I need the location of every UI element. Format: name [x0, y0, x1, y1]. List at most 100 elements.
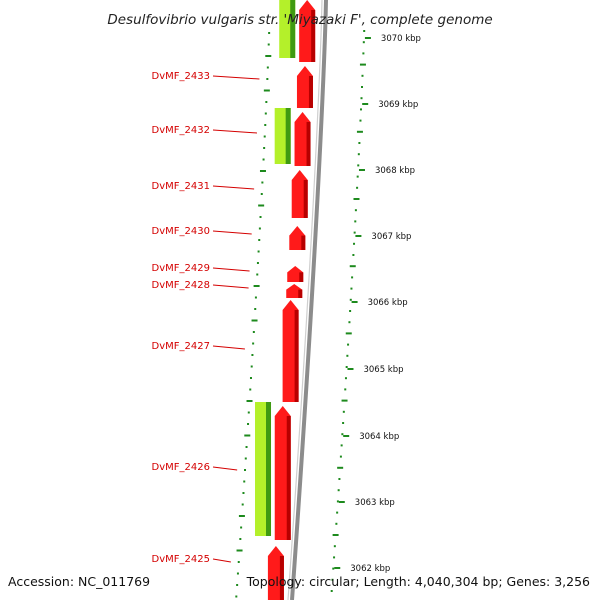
outer-tick — [362, 41, 365, 44]
inner-tick — [259, 170, 266, 172]
outer-tick — [350, 287, 353, 290]
gene-label: DvMF_2426 — [152, 462, 210, 473]
outer-tick — [361, 86, 364, 88]
cds-arrow-shade — [301, 235, 306, 250]
inner-tick — [246, 400, 253, 402]
inner-tick — [236, 584, 239, 586]
inner-tick — [261, 181, 264, 184]
outer-tick — [353, 198, 360, 200]
outer-tick — [354, 209, 357, 212]
inner-tick — [258, 204, 265, 207]
inner-tick — [266, 78, 269, 80]
outer-tick — [359, 63, 366, 66]
scale-tick — [347, 368, 354, 370]
scale-tick — [334, 567, 341, 569]
inner-tick — [251, 354, 254, 356]
secondary-feature-shade — [285, 108, 291, 164]
inner-tick — [247, 411, 250, 414]
inner-tick — [264, 124, 267, 126]
genome-summary: Topology: circular; Length: 4,040,304 bp… — [246, 574, 590, 589]
scale-label: 3064 kbp — [359, 432, 399, 442]
outer-tick — [333, 556, 336, 559]
cds-arrow-shade — [306, 122, 311, 166]
inner-tick — [265, 55, 272, 57]
scale-label: 3062 kbp — [350, 564, 390, 574]
cds-arrow-shade — [286, 416, 291, 540]
outer-tick — [332, 534, 339, 536]
cds-arrow-shade — [303, 180, 308, 218]
inner-tick — [263, 135, 266, 138]
scale-label: 3068 kbp — [375, 166, 415, 176]
genome-backbone — [287, 0, 328, 600]
gene-label: DvMF_2433 — [152, 71, 210, 82]
scale-tick — [362, 103, 369, 105]
outer-tick — [344, 377, 347, 380]
scale-label: 3067 kbp — [371, 232, 411, 242]
outer-tick — [356, 186, 359, 189]
secondary-feature-shade — [266, 402, 272, 536]
scale-label: 3070 kbp — [381, 34, 421, 44]
outer-tick — [345, 366, 348, 368]
outer-tick — [352, 254, 355, 256]
gene-leader-line — [212, 185, 255, 190]
gene-leader-line — [212, 75, 260, 80]
inner-tick — [267, 43, 270, 46]
inner-tick — [242, 492, 245, 494]
inner-tick — [251, 319, 258, 322]
secondary-feature-shade — [290, 0, 296, 58]
outer-tick — [337, 489, 340, 492]
scale-label-layer: 3070 kbp 3069 kbp 3068 kbp 3067 kbp 3066 kbp… — [334, 34, 421, 574]
accession-label: Accession: NC_011769 — [8, 574, 150, 589]
cds-arrow-shade — [311, 10, 316, 62]
gene-leader-line — [212, 230, 252, 235]
outer-tick — [332, 567, 335, 570]
map-title: Desulfovibrio vulgaris str. 'Miyazaki F'… — [107, 12, 492, 28]
inner-tick — [245, 446, 248, 448]
inner-tick — [258, 239, 261, 241]
inner-tick — [250, 365, 253, 368]
outer-tick — [333, 545, 336, 548]
gene-label: DvMF_2429 — [152, 263, 210, 274]
outer-tick — [341, 433, 344, 436]
scale-label: 3065 kbp — [363, 365, 403, 375]
outer-tick — [330, 590, 333, 592]
inner-tick — [262, 158, 265, 161]
outer-tick — [341, 399, 348, 402]
gene-label-layer: DvMF_2433 DvMF_2432 DvMF_2431 DvMF_2430 DvMF… — [152, 71, 260, 565]
cds-arrow-shade — [299, 272, 304, 282]
inner-tick — [240, 526, 243, 529]
scale-tick — [355, 235, 362, 237]
outer-tick — [357, 164, 360, 167]
outer-tick — [347, 343, 350, 346]
outer-tick — [361, 74, 364, 77]
inner-tick — [268, 32, 271, 34]
outer-tick — [359, 119, 362, 122]
inner-tick — [253, 285, 260, 287]
scale-label: 3063 kbp — [355, 498, 395, 508]
outer-tick — [359, 108, 362, 111]
gene-leader-line — [212, 129, 258, 134]
outer-tick — [356, 130, 363, 133]
outer-tick — [353, 231, 356, 234]
inner-tick — [249, 377, 252, 379]
inner-tick — [237, 561, 240, 563]
inner-tick — [249, 388, 252, 391]
gene-label: DvMF_2430 — [152, 226, 210, 237]
inner-tick — [260, 193, 263, 195]
outer-tick — [336, 511, 339, 514]
inner-tick — [243, 480, 246, 483]
scale-tick — [358, 169, 365, 171]
outer-tick — [353, 242, 356, 245]
outer-tick — [357, 153, 360, 156]
outer-tick — [349, 265, 356, 268]
inner-tick — [244, 434, 251, 437]
cds-arrow-shade — [294, 310, 299, 402]
gene-leader-line — [212, 558, 231, 563]
inner-tick — [256, 262, 259, 264]
outer-tick — [349, 298, 352, 301]
outer-scale-track — [330, 30, 366, 592]
inner-tick — [244, 457, 247, 460]
outer-tick — [354, 220, 357, 223]
scale-tick — [364, 37, 371, 39]
